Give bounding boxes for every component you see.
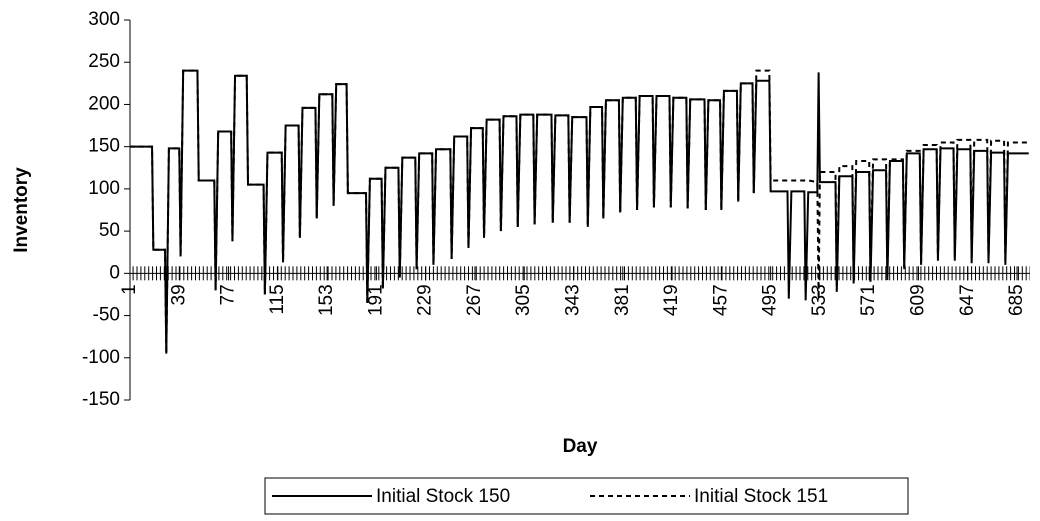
legend-box: [264, 477, 909, 515]
x-tick-label: 343: [563, 284, 584, 316]
x-tick-label: 229: [415, 284, 436, 316]
x-tick-label: 153: [316, 284, 337, 316]
x-tick-label: 191: [365, 284, 386, 316]
x-tick-label: 267: [464, 284, 485, 316]
x-tick-label: 609: [907, 284, 928, 316]
x-tick-label: 39: [168, 284, 189, 305]
x-axis-title: Day: [563, 436, 598, 457]
y-tick-label: 300: [88, 9, 120, 30]
y-tick-label: 0: [109, 262, 120, 283]
x-tick-label: 571: [858, 284, 879, 316]
x-tick-label: 77: [218, 284, 239, 305]
x-tick-label: 457: [710, 284, 731, 316]
x-tick-label: 647: [957, 284, 978, 316]
x-tick-label: 495: [760, 284, 781, 316]
y-tick-label: 50: [99, 220, 120, 241]
y-tick-label: -150: [82, 389, 120, 410]
y-tick-label: 250: [88, 51, 120, 72]
x-tick-label: 115: [267, 284, 288, 314]
x-tick-label: 1: [119, 284, 140, 295]
legend-label: Initial Stock 150: [376, 486, 510, 507]
y-tick-label: 150: [88, 136, 120, 157]
x-tick-label: 305: [513, 284, 534, 316]
x-tick-label: 685: [1006, 284, 1027, 316]
y-tick-label: -50: [93, 305, 120, 326]
y-tick-label: 200: [88, 93, 120, 114]
series-line: [130, 69, 1029, 354]
x-tick-label: 381: [612, 284, 633, 316]
y-axis-title: Inventory: [11, 167, 32, 253]
legend-label: Initial Stock 151: [694, 486, 828, 507]
x-tick-label: 419: [661, 284, 682, 316]
y-tick-label: -100: [82, 347, 120, 368]
x-tick-label: 533: [809, 284, 830, 316]
y-tick-label: 100: [88, 178, 120, 199]
